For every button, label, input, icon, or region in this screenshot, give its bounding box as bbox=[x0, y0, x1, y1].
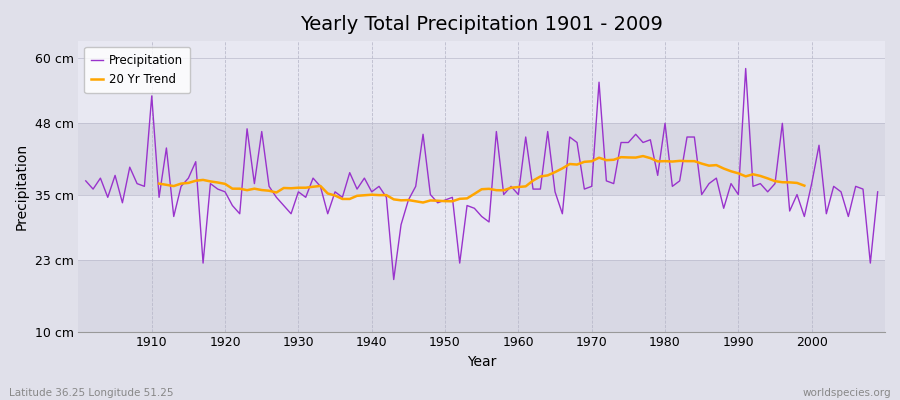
20 Yr Trend bbox=[741, 174, 751, 179]
Text: Latitude 36.25 Longitude 51.25: Latitude 36.25 Longitude 51.25 bbox=[9, 388, 174, 398]
Precipitation bbox=[301, 195, 311, 200]
20 Yr Trend bbox=[403, 198, 414, 202]
Bar bbox=[78, 260, 885, 332]
Precipitation bbox=[513, 192, 524, 197]
Precipitation bbox=[741, 66, 751, 71]
20 Yr Trend bbox=[799, 183, 810, 188]
Line: 20 Yr Trend: 20 Yr Trend bbox=[159, 156, 805, 202]
Legend: Precipitation, 20 Yr Trend: Precipitation, 20 Yr Trend bbox=[85, 47, 190, 93]
Precipitation bbox=[345, 170, 356, 175]
Bar bbox=[78, 58, 885, 123]
20 Yr Trend bbox=[220, 182, 230, 186]
Precipitation bbox=[139, 184, 149, 189]
Precipitation bbox=[520, 135, 531, 140]
20 Yr Trend bbox=[285, 186, 296, 191]
Line: Precipitation: Precipitation bbox=[86, 68, 878, 280]
20 Yr Trend bbox=[154, 181, 165, 186]
Y-axis label: Precipitation: Precipitation bbox=[15, 143, 29, 230]
Precipitation bbox=[80, 178, 91, 183]
20 Yr Trend bbox=[491, 188, 502, 192]
Bar bbox=[78, 194, 885, 260]
Title: Yearly Total Precipitation 1901 - 2009: Yearly Total Precipitation 1901 - 2009 bbox=[301, 15, 663, 34]
Precipitation bbox=[872, 190, 883, 194]
Text: worldspecies.org: worldspecies.org bbox=[803, 388, 891, 398]
20 Yr Trend bbox=[637, 154, 648, 158]
20 Yr Trend bbox=[418, 200, 428, 205]
Precipitation bbox=[388, 277, 399, 282]
20 Yr Trend bbox=[234, 186, 245, 191]
Bar bbox=[78, 123, 885, 194]
X-axis label: Year: Year bbox=[467, 355, 497, 369]
Precipitation bbox=[608, 181, 619, 186]
